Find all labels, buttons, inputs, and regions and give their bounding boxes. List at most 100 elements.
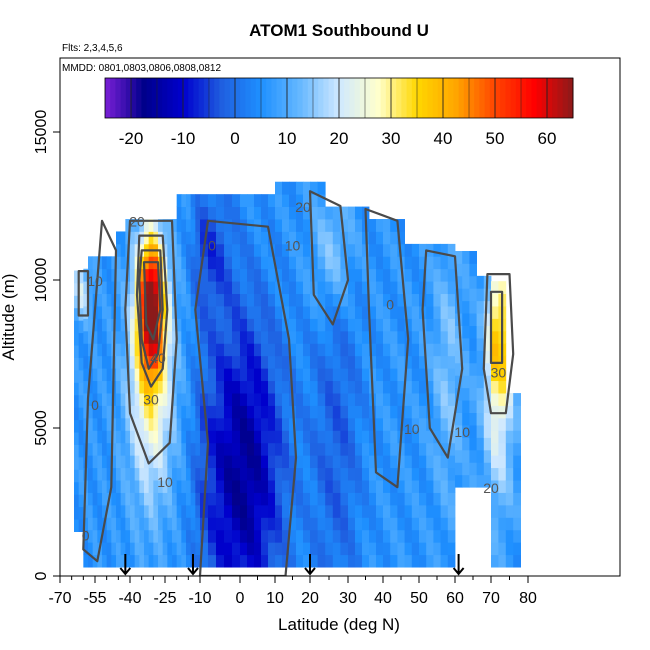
heatmap-cell xyxy=(92,504,98,518)
x-tick-label: -55 xyxy=(83,590,106,607)
heatmap-cell xyxy=(440,405,449,419)
heatmap-cell xyxy=(340,293,349,307)
heatmap-cell xyxy=(139,231,145,245)
heatmap-cell xyxy=(390,380,398,394)
heatmap-cell xyxy=(190,268,196,282)
heatmap-cell xyxy=(181,330,187,344)
heatmap-cell xyxy=(317,529,326,543)
heatmap-cell xyxy=(181,504,187,518)
contour-line xyxy=(308,190,350,326)
heatmap-cell xyxy=(130,318,136,332)
heatmap-cell xyxy=(195,194,201,207)
heatmap-cell xyxy=(144,467,150,481)
heatmap-cell xyxy=(181,355,187,369)
heatmap-cell xyxy=(254,306,262,319)
heatmap-cell xyxy=(172,343,178,357)
heatmap-cell xyxy=(303,330,311,344)
heatmap-cell xyxy=(92,318,98,332)
heatmap-cell xyxy=(190,492,196,506)
heatmap-cell xyxy=(332,281,341,295)
heatmap-cell xyxy=(144,492,150,506)
heatmap-cell xyxy=(224,306,233,319)
heatmap-cell xyxy=(411,343,420,357)
heatmap-cell xyxy=(162,293,168,307)
heatmap-cell xyxy=(462,263,470,277)
heatmap-cell xyxy=(426,343,434,357)
heatmap-cell xyxy=(162,306,168,319)
contour-label: 0 xyxy=(91,397,99,413)
colorbar-swatch xyxy=(120,78,127,118)
contour-label: 30 xyxy=(143,391,159,407)
heatmap-cell xyxy=(325,455,334,469)
heatmap-cell xyxy=(88,504,94,518)
heatmap-cell xyxy=(419,492,427,506)
heatmap-cell xyxy=(120,542,126,556)
heatmap-cell xyxy=(97,318,103,332)
heatmap-cell xyxy=(224,243,233,257)
heatmap-cell xyxy=(190,256,196,270)
heatmap-cell xyxy=(332,393,341,406)
heatmap-cell xyxy=(167,542,173,556)
heatmap-cell xyxy=(190,380,196,394)
heatmap-cell xyxy=(125,281,131,295)
heatmap-cell xyxy=(404,368,413,382)
heatmap-cell xyxy=(74,332,80,346)
heatmap-cell xyxy=(153,542,159,556)
heatmap-cell xyxy=(148,293,154,307)
heatmap-cell xyxy=(317,355,326,369)
heatmap-cell xyxy=(447,293,456,307)
heatmap-cell xyxy=(404,293,413,307)
heatmap-cell xyxy=(88,293,94,307)
heatmap-cell xyxy=(455,338,463,351)
heatmap-cell xyxy=(195,455,201,469)
heatmap-cell xyxy=(476,275,485,289)
heatmap-cell xyxy=(440,393,449,406)
heatmap-cell xyxy=(404,355,413,369)
heatmap-cell xyxy=(120,268,126,282)
heatmap-cell xyxy=(433,256,441,270)
heatmap-cell xyxy=(167,268,173,282)
heatmap-cell xyxy=(120,318,126,332)
heatmap-cell xyxy=(404,243,413,257)
heatmap-cell xyxy=(216,206,225,220)
heatmap-cell xyxy=(404,393,413,406)
heatmap-cell xyxy=(78,332,84,346)
heatmap-cell xyxy=(97,430,103,444)
heatmap-cell xyxy=(491,554,499,568)
heatmap-cell xyxy=(355,554,363,568)
heatmap-cell xyxy=(216,343,225,357)
heatmap-cell xyxy=(186,417,192,431)
heatmap-cell xyxy=(190,368,196,382)
heatmap-cell xyxy=(282,256,290,270)
heatmap-cell xyxy=(153,517,159,531)
heatmap-cell xyxy=(232,554,241,568)
heatmap-cell xyxy=(208,281,217,295)
heatmap-cell xyxy=(404,268,413,282)
heatmap-cell xyxy=(148,231,154,245)
heatmap-cell xyxy=(172,517,178,531)
colorbar-swatch xyxy=(110,78,116,118)
heatmap-cell xyxy=(186,368,192,382)
heatmap-cell xyxy=(254,293,262,307)
heatmap-cell xyxy=(289,368,297,382)
heatmap-cell xyxy=(195,343,201,357)
heatmap-cell xyxy=(261,393,269,406)
heatmap-cell xyxy=(186,194,192,207)
heatmap-cell xyxy=(340,455,349,469)
colorbar-tick-label: 60 xyxy=(538,129,557,148)
heatmap-cell xyxy=(97,492,103,506)
heatmap-cell xyxy=(181,467,187,481)
heatmap-cell xyxy=(216,517,225,531)
heatmap-cell xyxy=(102,455,108,469)
heatmap-cell xyxy=(111,554,117,568)
heatmap-cell xyxy=(440,380,449,394)
heatmap-cell xyxy=(78,494,84,508)
heatmap-cell xyxy=(491,417,499,431)
colorbar-swatch xyxy=(141,78,148,118)
heatmap-cell xyxy=(505,393,514,406)
heatmap-cell xyxy=(208,206,217,220)
heatmap-cell xyxy=(97,393,103,406)
heatmap-cell xyxy=(404,318,413,332)
heatmap-cell xyxy=(106,430,112,444)
heatmap-cell xyxy=(369,455,377,469)
